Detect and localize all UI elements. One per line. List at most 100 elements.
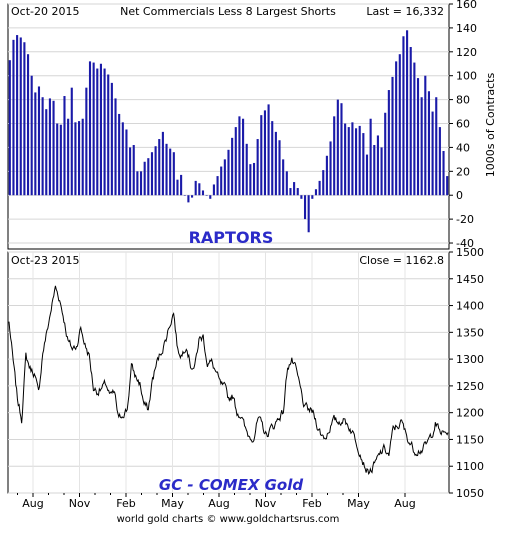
raptors-bar: [139, 171, 143, 196]
raptors-title: Net Commercials Less 8 Largest Shorts: [120, 5, 336, 18]
raptors-bar: [48, 98, 51, 196]
raptors-bar: [271, 121, 274, 196]
raptors-bar: [172, 152, 175, 196]
raptors-bar: [63, 96, 66, 196]
raptors-bar: [424, 75, 427, 196]
raptors-bar: [376, 135, 379, 196]
gold-date: Oct-23 2015: [11, 254, 79, 267]
raptors-bar: [220, 166, 223, 196]
raptors-tick-label: 40: [456, 141, 470, 154]
raptors-bar: [296, 188, 299, 196]
raptors-bar: [81, 118, 84, 196]
raptors-tick-label: 80: [456, 94, 470, 107]
raptors-bar: [132, 145, 135, 196]
raptors-bar: [103, 68, 106, 196]
raptors-bar: [387, 90, 390, 196]
raptors-tick-label: -20: [456, 213, 474, 226]
raptors-bar: [59, 124, 62, 196]
raptors-tick-label: -40: [456, 237, 474, 250]
gold-tick-label: 1300: [456, 353, 484, 366]
raptors-bar: [52, 100, 55, 196]
raptors-annotation: RAPTORS: [189, 228, 274, 247]
raptors-bar: [169, 148, 172, 196]
raptors-bar: [12, 39, 15, 196]
raptors-bar: [249, 164, 252, 196]
raptors-bar: [205, 195, 208, 196]
raptors-bar: [114, 98, 117, 196]
raptors-bar: [107, 74, 110, 196]
gold-x-tick-label: Aug: [394, 497, 415, 510]
raptors-bar: [231, 137, 234, 196]
gold-y-ticks: 1050 1100 1150 1200 1250 1300 1350 1400 1450 1500: [449, 246, 484, 500]
raptors-bar: [322, 170, 325, 196]
gold-price-line: [8, 285, 449, 475]
raptors-bar: [282, 159, 285, 196]
raptors-bar: [209, 195, 212, 199]
raptors-bar: [88, 61, 92, 196]
raptors-bar: [380, 147, 383, 196]
raptors-bar: [154, 146, 157, 196]
gold-x-tick-label: May: [347, 497, 370, 510]
gold-x-tick-label: Nov: [255, 497, 277, 510]
raptors-last-value: Last = 16,332: [366, 5, 444, 18]
raptors-y-axis-label: 1000s of Contracts: [484, 73, 497, 178]
raptors-bar: [340, 103, 343, 196]
gold-x-tick-label: Feb: [116, 497, 135, 510]
raptors-bar: [129, 147, 132, 196]
raptors-bar: [391, 76, 394, 196]
raptors-bar: [369, 118, 372, 196]
raptors-bar: [74, 122, 77, 196]
raptors-bar: [110, 82, 113, 196]
gold-tick-label: 1100: [456, 460, 484, 473]
raptors-bar: [125, 129, 128, 196]
footer-credit: world gold charts © www.goldchartsrus.co…: [117, 514, 340, 525]
gold-x-tick-label: Nov: [69, 497, 91, 510]
raptors-bar: [198, 183, 201, 196]
raptors-bar: [438, 127, 441, 196]
raptors-bar: [238, 116, 241, 196]
raptors-bar: [344, 123, 347, 196]
raptors-bar: [318, 180, 321, 196]
raptors-bar: [289, 188, 292, 196]
raptors-bar: [143, 161, 146, 196]
gold-price-panel: 1050 1100 1150 1200 1250 1300 1350 1400 1450 1500…: [7, 246, 484, 510]
raptors-bar: [180, 174, 183, 196]
raptors-bar: [227, 149, 230, 196]
gold-close-value: Close = 1162.8: [359, 254, 444, 267]
raptors-bar: [242, 118, 245, 196]
raptors-bar: [30, 75, 33, 196]
raptors-bar: [398, 54, 401, 196]
raptors-bar: [252, 162, 256, 196]
raptors-bar: [147, 158, 150, 196]
raptors-bar: [384, 112, 387, 196]
raptors-bar: [307, 195, 310, 233]
raptors-bar: [234, 127, 237, 196]
gold-x-tick-label: Feb: [302, 497, 321, 510]
raptors-bar: [187, 195, 190, 203]
raptors-grid: [8, 3, 449, 244]
raptors-bar: [56, 123, 59, 196]
raptors-bar: [402, 36, 405, 196]
raptors-bar: [26, 54, 30, 196]
raptors-tick-label: 60: [456, 118, 470, 131]
raptors-bar: [311, 195, 314, 199]
gold-tick-label: 1050: [456, 487, 484, 500]
raptors-bar: [78, 121, 81, 196]
raptors-bar: [263, 110, 266, 196]
raptors-tick-label: 100: [456, 70, 477, 83]
raptors-bar: [362, 133, 365, 196]
raptors-tick-label: 20: [456, 165, 470, 178]
raptors-bar: [121, 122, 124, 196]
raptors-bar: [351, 122, 354, 196]
raptors-bar: [409, 47, 412, 196]
raptors-bar: [23, 42, 26, 196]
raptors-bar: [45, 109, 48, 196]
gold-tick-label: 1400: [456, 300, 484, 313]
raptors-bar: [278, 140, 281, 196]
gold-tick-label: 1500: [456, 246, 484, 259]
gold-tick-label: 1350: [456, 326, 484, 339]
gold-tick-label: 1150: [456, 433, 484, 446]
raptors-bar: [194, 180, 197, 196]
raptors-bar: [333, 116, 336, 196]
